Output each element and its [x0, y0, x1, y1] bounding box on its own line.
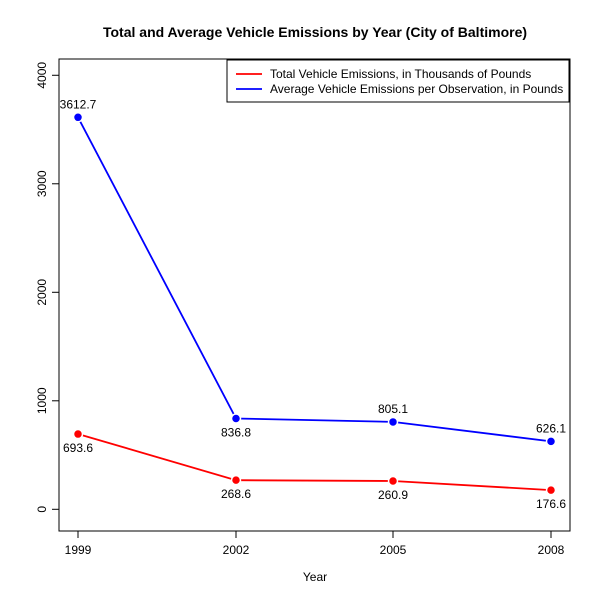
- legend: Total Vehicle Emissions, in Thousands of…: [226, 59, 570, 103]
- y-tick-label: 2000: [35, 279, 49, 306]
- series-line: [77, 433, 552, 491]
- data-point: [230, 413, 242, 424]
- legend-entry: Total Vehicle Emissions, in Thousands of…: [270, 67, 531, 81]
- y-tick-label: 1000: [35, 387, 49, 414]
- data-label: 805.1: [378, 402, 408, 416]
- y-axis: 0 1000 2000 3000 4000: [35, 62, 59, 513]
- data-point: [387, 416, 399, 428]
- chart-title: Total and Average Vehicle Emissions by Y…: [103, 24, 527, 40]
- data-point: [72, 112, 84, 123]
- y-tick-label: 4000: [35, 62, 49, 89]
- data-label: 260.9: [378, 488, 408, 502]
- x-tick-label: 2005: [380, 543, 407, 557]
- y-tick-label: 0: [35, 506, 49, 513]
- x-tick-label: 2008: [538, 543, 565, 557]
- legend-entry: Average Vehicle Emissions per Observatio…: [270, 82, 563, 96]
- data-point: [545, 484, 557, 496]
- data-point: [72, 428, 84, 440]
- series-line: [77, 116, 552, 443]
- series-layer: 693.6 268.6 260.9 176.6 3612.7 836.8 805.1 626.…: [60, 97, 567, 511]
- plot-area: [58, 58, 571, 532]
- data-point: [230, 474, 242, 486]
- y-tick-label: 3000: [35, 170, 49, 197]
- data-label: 176.6: [536, 497, 566, 511]
- series-average-emissions: 3612.7 836.8 805.1 626.1: [60, 97, 566, 447]
- data-label: 693.6: [63, 441, 93, 455]
- x-tick-label: 1999: [65, 543, 92, 557]
- x-tick-label: 2002: [223, 543, 250, 557]
- data-label: 268.6: [221, 487, 251, 501]
- data-label: 626.1: [536, 421, 566, 435]
- data-point: [545, 436, 557, 447]
- data-point: [387, 475, 399, 487]
- data-label: 836.8: [221, 426, 251, 440]
- series-total-emissions: 693.6 268.6 260.9 176.6: [63, 428, 566, 511]
- data-label: 3612.7: [60, 97, 97, 111]
- x-axis: 1999 2002 2005 2008: [65, 530, 565, 557]
- x-axis-title: Year: [303, 570, 327, 584]
- legend-box: [226, 59, 570, 103]
